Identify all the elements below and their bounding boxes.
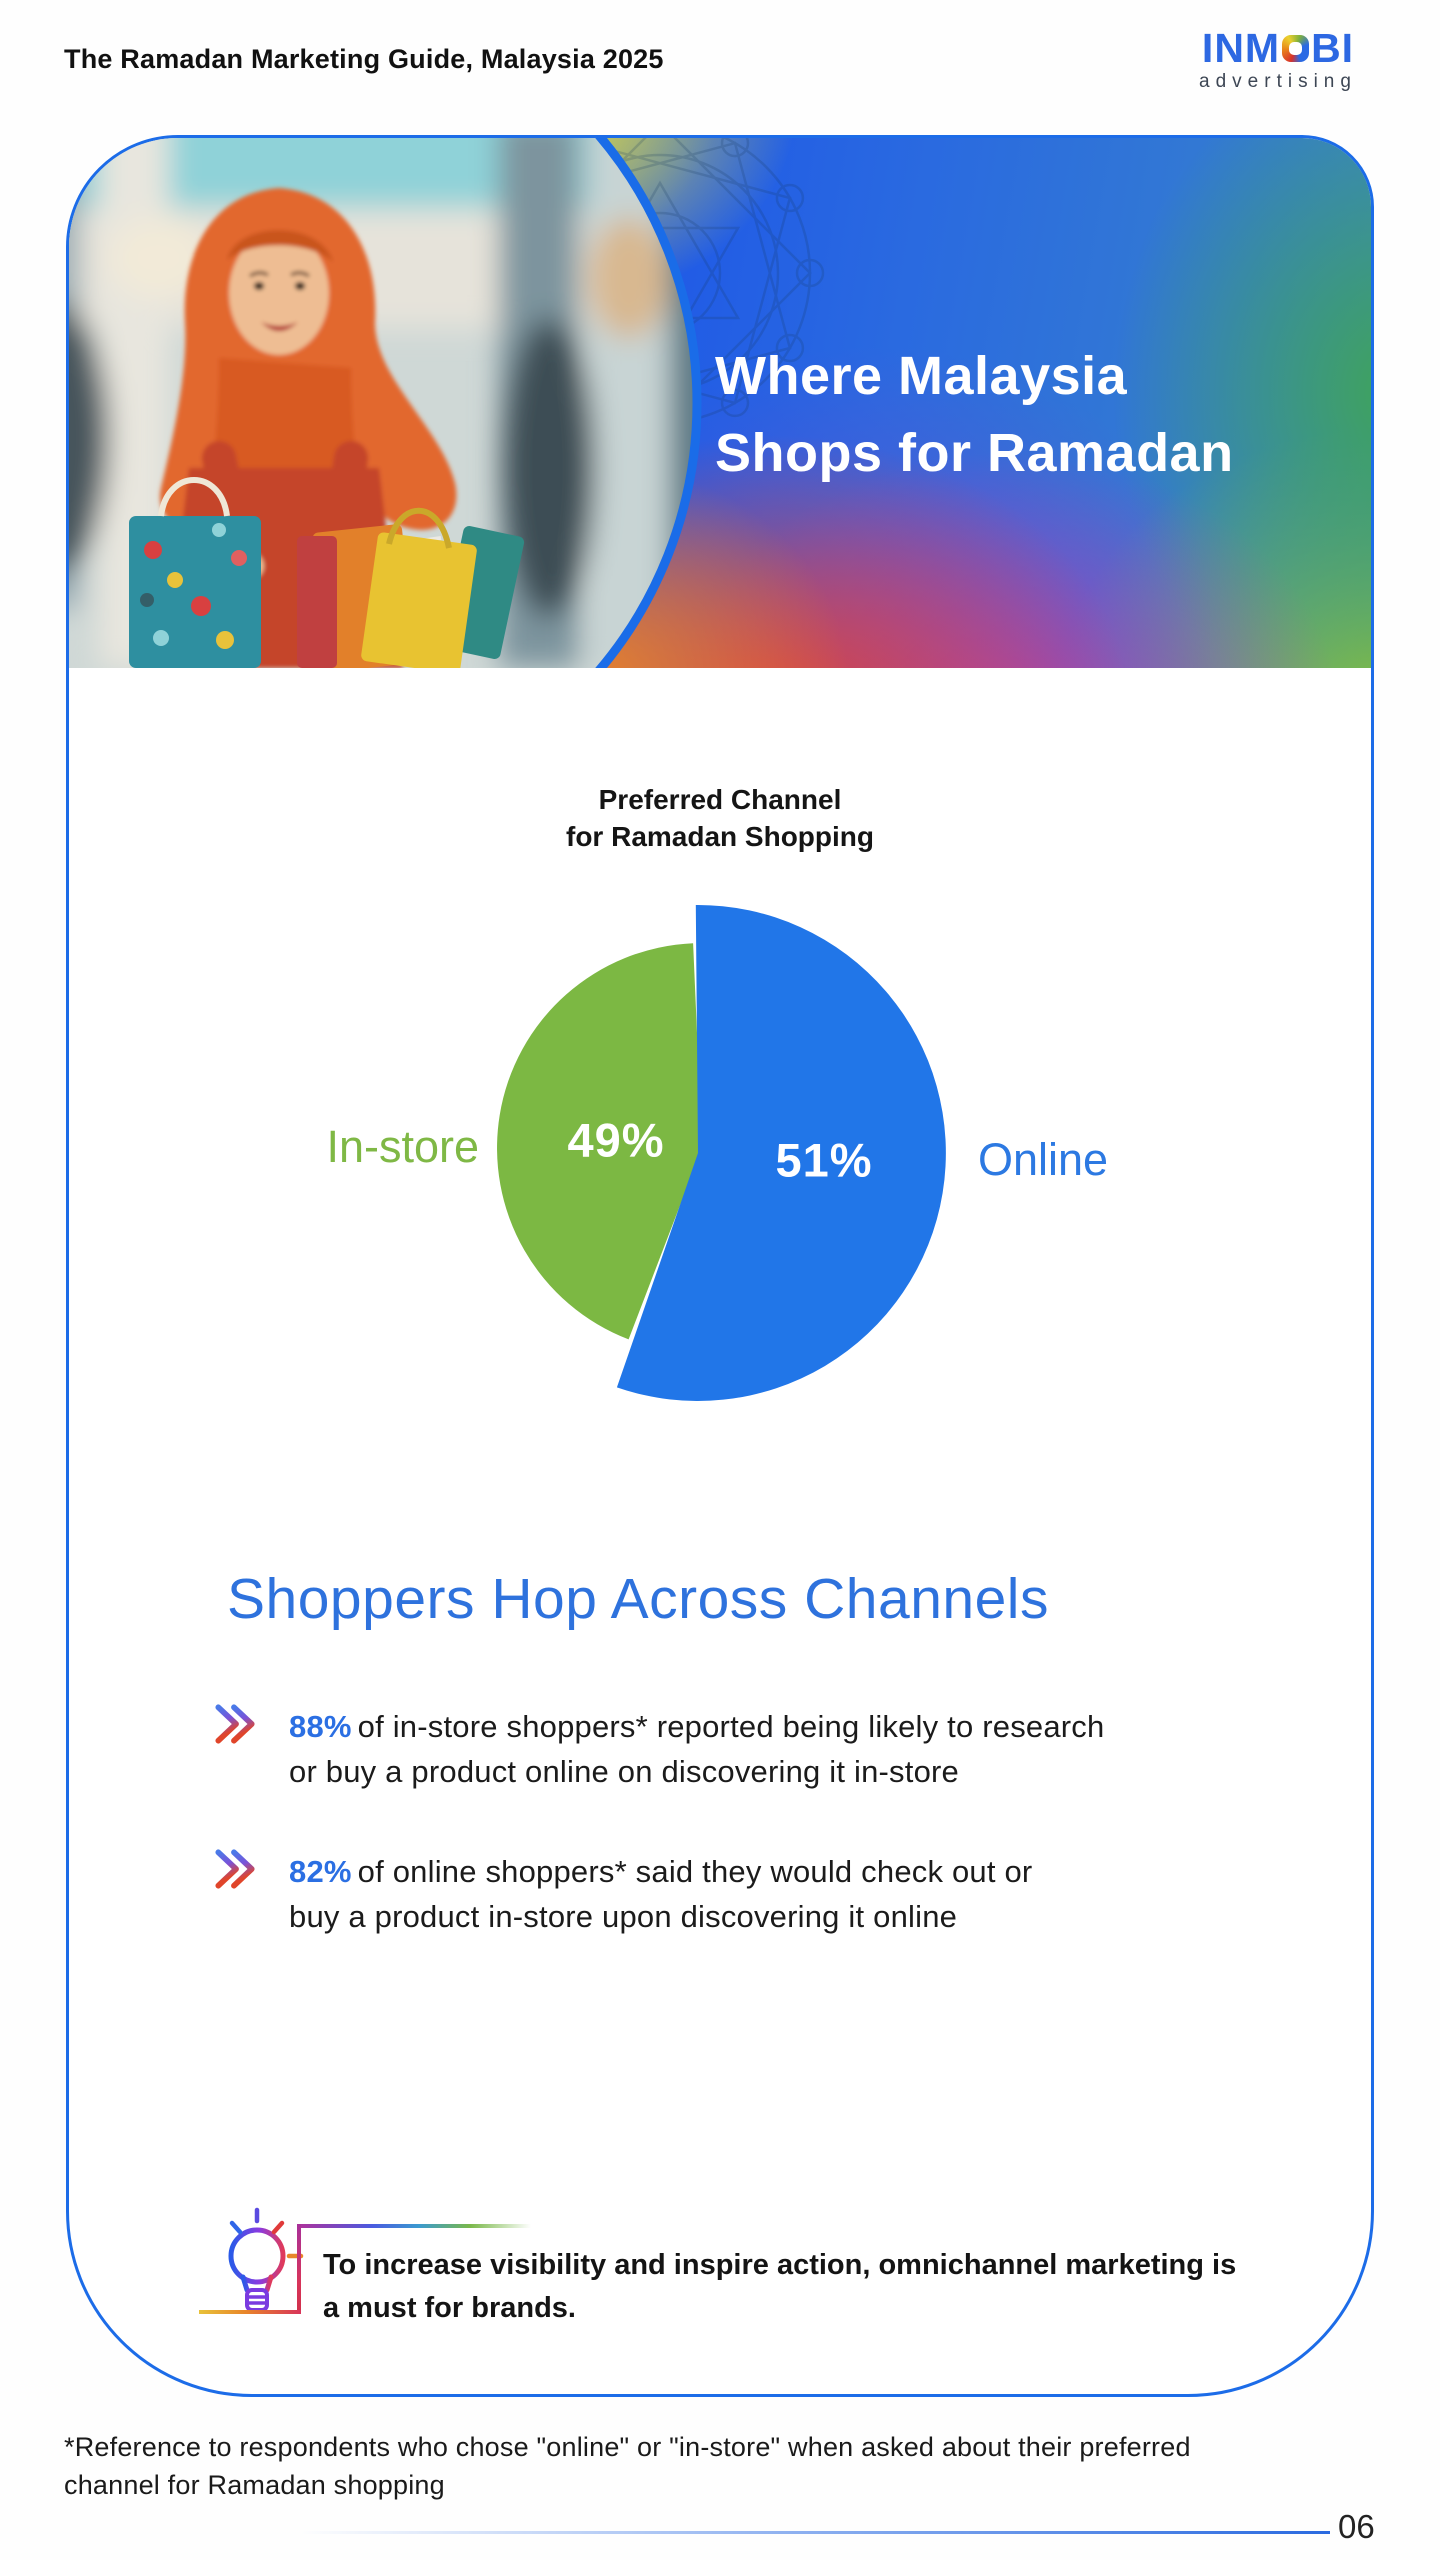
inmobi-wordmark: INM BI [1178,26,1378,70]
inmobi-o-icon [1282,34,1310,62]
inmobi-wordmark-right: BI [1311,25,1355,71]
footnote-line1: *Reference to respondents who chose "onl… [64,2432,1191,2462]
pie-chart-graphic [497,904,946,1401]
doc-title: The Ramadan Marketing Guide, Malaysia 20… [64,44,664,74]
pie-slice-online [616,904,946,1401]
inmobi-wordmark-left: INM [1201,25,1281,71]
pie-value-instore: 49% [567,1113,665,1167]
chart-title-line2: for Ramadan Shopping [566,821,874,852]
footer-divider [300,2531,1330,2534]
bullet-line: buy a product in-store upon discovering … [289,1899,958,1934]
content-card: Where Malaysia Shops for Ramadan Preferr… [66,135,1374,2397]
photo-ring-border [595,138,702,668]
lightbulb-icon [210,2207,304,2312]
inmobi-logo: INM BI advertising [1178,26,1378,93]
stat-82: 82% [289,1854,352,1889]
pie-value-online: 51% [775,1133,873,1187]
pie-chart: 49% 51% [458,898,978,1418]
callout-line2: a must for brands. [323,2292,576,2324]
chart-title: Preferred Channel for Ramadan Shopping [69,781,1371,855]
stat-88: 88% [289,1709,352,1744]
callout-frame-bottom [199,2310,301,2314]
bullet-line: or buy a product online on discovering i… [289,1754,959,1789]
callout-frame-top [297,2224,531,2228]
pie-label-online: Online [978,1134,1109,1185]
bullet-line: 88% of in-store shoppers* reported being … [289,1709,1105,1744]
pie-label-instore: In-store [326,1121,479,1172]
footnote-line2: channel for Ramadan shopping [64,2470,445,2500]
bullet-instore-shoppers: 88% of in-store shoppers* reported being … [289,1704,1104,1794]
callout-frame-left [297,2224,301,2314]
page-number: 06 [1338,2508,1375,2545]
photo-shopping-bags [129,477,525,668]
double-chevron-icon [215,1849,255,1889]
double-chevron-icon [215,1704,255,1744]
footnote: *Reference to respondents who chose "onl… [64,2428,1191,2504]
bullet-online-shoppers: 82% of online shoppers* said they would c… [289,1849,1032,1939]
chart-title-line1: Preferred Channel [598,784,842,815]
inmobi-tagline: advertising [1199,71,1357,92]
bullet-line: 82% of online shoppers* said they would c… [289,1854,1033,1889]
callout-line1: To increase visibility and inspire actio… [323,2249,1237,2281]
banner-title-line2: Shops for Ramadan [715,423,1234,483]
banner-title: Where Malaysia Shops for Ramadan [715,338,1234,492]
pie-slice-instore [497,943,702,1340]
banner-title-line1: Where Malaysia [715,346,1128,406]
callout-text: To increase visibility and inspire actio… [323,2244,1236,2330]
header-banner: Where Malaysia Shops for Ramadan [69,138,1371,668]
section-heading: Shoppers Hop Across Channels [227,1567,1049,1631]
header-photo [69,138,702,668]
